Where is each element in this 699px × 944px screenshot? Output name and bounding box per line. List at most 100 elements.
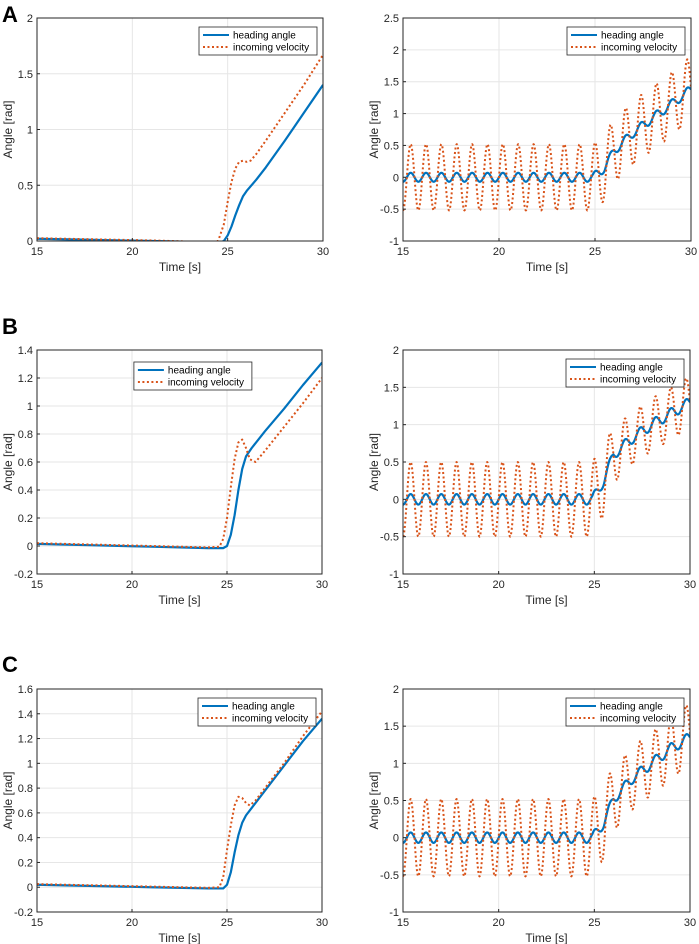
chart-c-right-xlabel: Time [s] <box>525 931 567 944</box>
chart-b-left-xtick-label-0: 15 <box>31 579 43 591</box>
chart-c-left-ytick-label-1: 0 <box>27 882 33 894</box>
chart-b-left-series-heading-angle <box>37 361 322 550</box>
chart-a-left-series-heading-angle <box>37 84 323 241</box>
chart-a-right-xtick-label-3: 30 <box>685 246 697 258</box>
chart-b-left-ytick-label-6: 1 <box>27 401 33 413</box>
chart-c-right-xtick-label-0: 15 <box>397 917 409 929</box>
chart-a-right-legend-label-incoming-velocity: incoming velocity <box>601 43 677 54</box>
chart-a-right-legend-label-heading-angle: heading angle <box>601 31 664 42</box>
chart-c-left-ylabel: Angle [rad] <box>1 771 15 829</box>
chart-c-left-ytick-label-4: 0.6 <box>18 808 33 820</box>
chart-a-left-series-incoming-velocity <box>37 54 323 241</box>
chart-b-right-ytick-label-5: 1.5 <box>384 382 399 394</box>
chart-b-left-xtick-label-3: 30 <box>316 579 328 591</box>
chart-c-right-legend-box <box>565 697 685 727</box>
chart-c-right-ytick-label-0: -1 <box>389 907 399 919</box>
chart-b-left: 15 20 25 30 -0.2 0 0.2 0.4 0.6 0.8 1 1.2 1.4 Time [s]… <box>1 345 328 607</box>
chart-c-right-legend-label-heading-angle: heading angle <box>600 702 663 713</box>
chart-c-right-ytick-label-6: 2 <box>393 684 399 696</box>
panel-label-a: A <box>2 2 18 27</box>
chart-b-left-xtick-label-2: 25 <box>221 579 233 591</box>
chart-a-right-ylabel: Angle [rad] <box>367 100 381 158</box>
chart-b-right-series-incoming-velocity <box>403 377 690 538</box>
chart-a-right-ytick-label-7: 2.5 <box>384 13 399 25</box>
chart-b-left-xtick-label-1: 20 <box>126 579 138 591</box>
chart-c-left-ytick-label-9: 1.6 <box>18 684 33 696</box>
chart-c-left-xtick-label-0: 15 <box>31 917 43 929</box>
chart-c-left-ytick-label-2: 0.2 <box>18 857 33 869</box>
chart-c-right-ytick-label-4: 1 <box>393 758 399 770</box>
chart-c-right-ytick-label-1: -0.5 <box>380 870 399 882</box>
chart-a-right-series-incoming-velocity <box>403 58 691 212</box>
chart-a-left-xtick-label-1: 20 <box>126 246 138 258</box>
chart-c-left-legend-box <box>197 697 317 727</box>
chart-b-right-xtick-label-1: 20 <box>493 579 505 591</box>
chart-c-left-series-incoming-velocity <box>37 710 322 889</box>
chart-b-left-ytick-label-7: 1.2 <box>18 373 33 385</box>
chart-a-right-xlabel: Time [s] <box>526 260 568 274</box>
chart-b-left-ytick-label-3: 0.4 <box>18 485 33 497</box>
chart-a-left-ytick-label-4: 2 <box>27 13 33 25</box>
chart-a-left-xtick-label-2: 25 <box>222 246 234 258</box>
chart-a-right-ytick-label-6: 2 <box>393 45 399 57</box>
chart-a-right-ytick-label-1: -0.5 <box>380 204 399 216</box>
chart-b-left-ytick-label-5: 0.8 <box>18 429 33 441</box>
chart-b-right: 15 20 25 30 -1 -0.5 0 0.5 1 1.5 2 Time [s] Angle [ra… <box>367 345 696 607</box>
chart-b-right-xtick-label-2: 25 <box>588 579 600 591</box>
chart-b-left-ytick-label-0: -0.2 <box>14 569 33 581</box>
chart-a-left-ytick-label-2: 1 <box>27 125 33 137</box>
chart-a-left-ylabel: Angle [rad] <box>1 100 15 158</box>
chart-b-left-xlabel: Time [s] <box>158 593 200 607</box>
chart-b-left-series-incoming-velocity <box>37 377 322 549</box>
chart-b-right-ylabel: Angle [rad] <box>367 433 381 491</box>
chart-c-left-ytick-label-3: 0.4 <box>18 833 33 845</box>
chart-c-left-ytick-label-8: 1.4 <box>18 709 33 721</box>
chart-b-right-ytick-label-0: -1 <box>389 569 399 581</box>
chart-c-left-ytick-label-5: 0.8 <box>18 783 33 795</box>
chart-a-right-axes-box <box>402 17 692 242</box>
chart-c-right-ytick-label-5: 1.5 <box>384 721 399 733</box>
chart-b-right-ytick-label-3: 0.5 <box>384 457 399 469</box>
panel-label-c: C <box>2 652 18 677</box>
chart-a-left-ytick-label-0: 0 <box>27 236 33 248</box>
chart-b-right-legend-label-heading-angle: heading angle <box>600 363 663 374</box>
chart-c-right-series-heading-angle <box>403 733 690 844</box>
chart-b-right-legend-label-incoming-velocity: incoming velocity <box>600 375 676 386</box>
chart-c-left-xtick-label-2: 25 <box>221 917 233 929</box>
chart-b-right-ytick-label-2: 0 <box>393 494 399 506</box>
chart-c-right: 15 20 25 30 -1 -0.5 0 0.5 1 1.5 2 Time [s] Angle [ra… <box>367 684 696 944</box>
chart-a-left-legend-box <box>198 26 318 56</box>
chart-b-right-xtick-label-3: 30 <box>684 579 696 591</box>
chart-b-right-series-heading-angle <box>403 397 690 506</box>
chart-b-left-ytick-label-2: 0.2 <box>18 513 33 525</box>
chart-c-left-ytick-label-7: 1.2 <box>18 734 33 746</box>
chart-c-right-xtick-label-3: 30 <box>684 917 696 929</box>
chart-c-right-legend-label-incoming-velocity: incoming velocity <box>600 714 676 725</box>
chart-c-right-ytick-label-2: 0 <box>393 833 399 845</box>
chart-a-left-legend-label-heading-angle: heading angle <box>233 31 296 42</box>
chart-c-left-ytick-label-0: -0.2 <box>14 907 33 919</box>
chart-a-right-xtick-label-1: 20 <box>493 246 505 258</box>
chart-b-right-xlabel: Time [s] <box>525 593 567 607</box>
chart-a-right-legend-box <box>566 26 686 56</box>
chart-c-right-series-incoming-velocity <box>403 704 690 878</box>
chart-c-right-xtick-label-1: 20 <box>493 917 505 929</box>
chart-b-left-legend-box <box>133 361 253 391</box>
chart-a-left-ytick-label-1: 0.5 <box>18 180 33 192</box>
chart-c-left: 15 20 25 30 -0.2 0 0.2 0.4 0.6 0.8 1 1.2 1.4 1.6 Time … <box>1 684 328 944</box>
chart-c-left-ytick-label-6: 1 <box>27 758 33 770</box>
chart-c-right-xtick-label-2: 25 <box>588 917 600 929</box>
chart-a-right-ytick-label-5: 1.5 <box>384 77 399 89</box>
panel-label-b: B <box>2 314 18 339</box>
chart-a-left-xtick-label-0: 15 <box>31 246 43 258</box>
chart-c-right-ytick-label-3: 0.5 <box>384 796 399 808</box>
chart-b-right-ytick-label-4: 1 <box>393 420 399 432</box>
chart-a-right-xtick-label-0: 15 <box>397 246 409 258</box>
chart-a-right-ytick-label-3: 0.5 <box>384 140 399 152</box>
